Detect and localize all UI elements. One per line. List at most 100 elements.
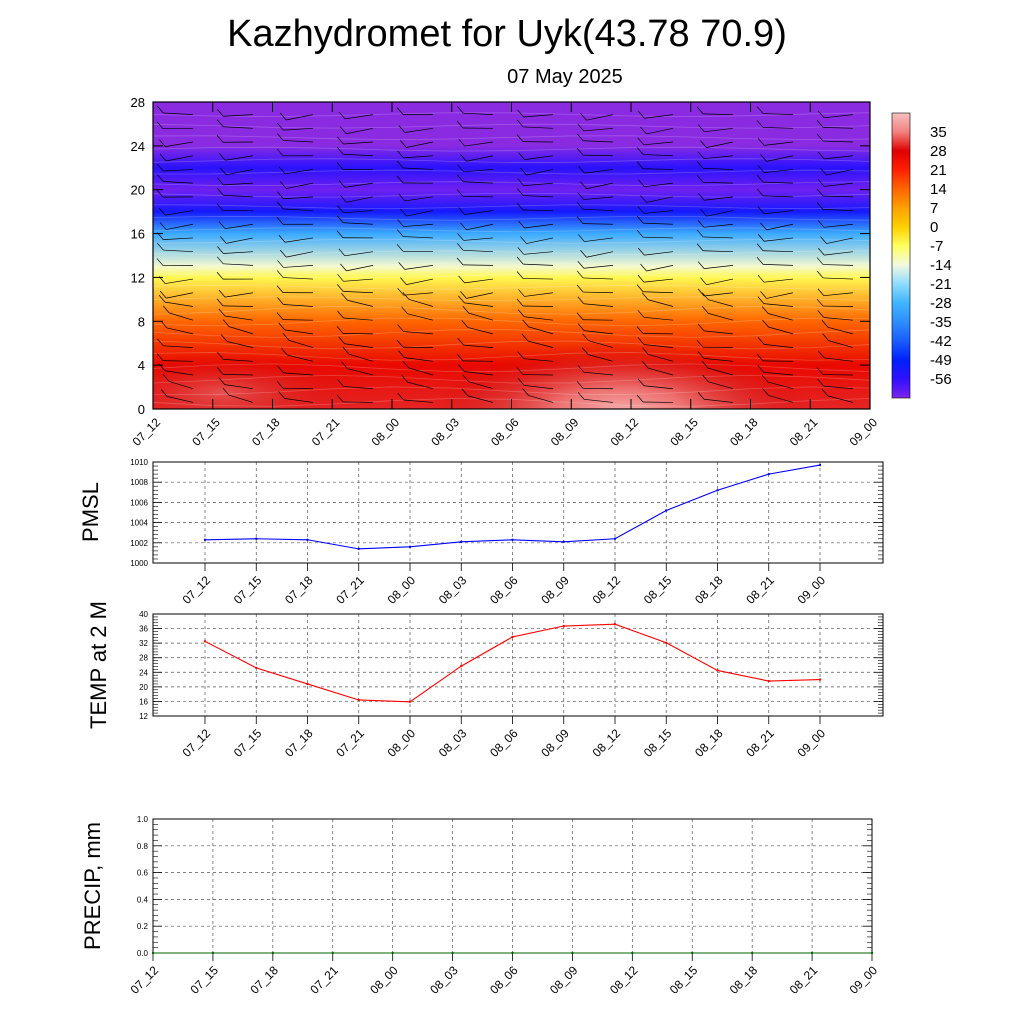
precip-data-point bbox=[691, 951, 694, 955]
wind-barb-shaft bbox=[404, 196, 434, 202]
pmsl-y-tick-label: 1004 bbox=[130, 519, 148, 528]
wind-barb-shaft bbox=[583, 223, 614, 225]
wind-barb-shaft bbox=[403, 167, 434, 170]
wind-barb-flag bbox=[220, 334, 228, 342]
wind-barb-flag bbox=[397, 324, 404, 332]
pmsl-x-tick-label: 08_03 bbox=[436, 573, 470, 607]
wind-barb-shaft bbox=[763, 250, 794, 253]
pmsl-data-point bbox=[767, 472, 770, 476]
wind-barb-flag bbox=[756, 106, 764, 114]
wind-barb-flag bbox=[278, 235, 286, 243]
wind-barb-shaft bbox=[703, 358, 734, 362]
wind-barb-shaft bbox=[464, 210, 494, 215]
wind-barb-shaft bbox=[583, 140, 614, 143]
wind-barb-flag bbox=[760, 291, 767, 299]
pmsl-x-tick-label: 08_15 bbox=[641, 573, 675, 607]
wind-barb-flag bbox=[516, 202, 524, 211]
wind-barb-flag bbox=[518, 220, 525, 229]
wind-barb-shaft bbox=[703, 155, 734, 160]
wind-barb-flag bbox=[636, 394, 644, 403]
wind-barb-flag bbox=[882, 334, 888, 341]
wind-barb-flag bbox=[820, 236, 827, 244]
wind-barb-shaft bbox=[583, 398, 614, 403]
wind-barb-shaft bbox=[163, 112, 194, 115]
wind-barb-flag bbox=[458, 364, 465, 372]
wind-barb-shaft bbox=[286, 182, 314, 189]
wind-barb-flag bbox=[396, 107, 404, 115]
wind-barb-flag bbox=[816, 257, 824, 265]
wind-barb-flag bbox=[821, 320, 829, 328]
pmsl-x-tick-label: 07_21 bbox=[333, 573, 367, 607]
precip-y-tick-label: 1.0 bbox=[137, 815, 149, 824]
wind-barb-shaft bbox=[403, 236, 434, 239]
pmsl-x-tick-label: 07_12 bbox=[180, 573, 214, 607]
wind-barb-shaft bbox=[763, 278, 794, 283]
wind-barb-shaft bbox=[643, 291, 674, 294]
precip-y-tick-label: 0.0 bbox=[137, 949, 149, 958]
wind-barb-shaft bbox=[163, 249, 194, 253]
wind-barb-shaft bbox=[583, 196, 614, 200]
wind-barb-shaft bbox=[768, 326, 794, 335]
colorbar-label: 0 bbox=[930, 219, 938, 236]
wind-barb-flag bbox=[577, 192, 585, 200]
pmsl-x-tick-label: 08_00 bbox=[385, 573, 419, 607]
wind-barb-flag bbox=[338, 336, 345, 344]
wind-barb-flag bbox=[697, 193, 705, 201]
temp2m-y-tick-label: 32 bbox=[139, 639, 148, 648]
wind-barb-shaft bbox=[165, 278, 194, 284]
wind-barb-flag bbox=[277, 191, 284, 199]
wind-barb-flag bbox=[218, 153, 226, 161]
wind-barb-shaft bbox=[583, 291, 614, 294]
wind-barb-shaft bbox=[706, 141, 734, 148]
wind-barb-flag bbox=[396, 244, 404, 252]
wind-barb-flag bbox=[817, 179, 825, 187]
wind-barb-shaft bbox=[827, 395, 854, 403]
wind-barb-flag bbox=[817, 378, 824, 387]
wind-barb-shaft bbox=[643, 278, 674, 283]
heatmap-x-tick-label: 08_09 bbox=[548, 415, 582, 449]
wind-barb-shaft bbox=[283, 304, 314, 307]
precip-x-tick-label: 08_06 bbox=[487, 963, 521, 997]
wind-barb-shaft bbox=[768, 313, 794, 321]
heatmap-x-tick-label: 07_15 bbox=[189, 415, 223, 449]
wind-barb-shaft bbox=[643, 141, 674, 146]
wind-barb-shaft bbox=[284, 237, 314, 243]
wind-barb-flag bbox=[757, 337, 765, 345]
wind-barb-shaft bbox=[703, 113, 734, 115]
wind-barb-flag bbox=[516, 256, 524, 265]
wind-barb-flag bbox=[341, 361, 348, 369]
wind-barb-flag bbox=[396, 229, 404, 237]
wind-barb-flag bbox=[337, 379, 344, 387]
wind-barb-flag bbox=[877, 271, 883, 278]
wind-barb-flag bbox=[640, 195, 647, 203]
temp2m-frame bbox=[152, 613, 884, 717]
wind-barb-shaft bbox=[223, 359, 254, 362]
wind-barb-flag bbox=[520, 236, 527, 244]
wind-barb-shaft bbox=[826, 169, 854, 176]
wind-barb-shaft bbox=[404, 265, 434, 270]
pmsl-x-tick-label: 08_06 bbox=[487, 573, 521, 607]
wind-barb-shaft bbox=[163, 345, 194, 348]
colorbar-label: -7 bbox=[930, 238, 943, 255]
wind-barb-shaft bbox=[403, 155, 434, 159]
wind-barb-shaft bbox=[283, 277, 314, 280]
colorbar-label: -56 bbox=[930, 371, 952, 388]
heatmap-y-tick-label: 24 bbox=[131, 139, 145, 154]
wind-barb-shaft bbox=[348, 353, 374, 362]
wind-barb-flag bbox=[336, 146, 344, 155]
wind-barb-flag bbox=[638, 179, 645, 187]
wind-barb-flag bbox=[280, 249, 287, 258]
wind-barb-flag bbox=[696, 161, 704, 169]
pmsl-data-point bbox=[408, 545, 412, 549]
wind-barb-flag bbox=[580, 112, 587, 121]
wind-barb-shaft bbox=[524, 385, 554, 390]
wind-barb-flag bbox=[696, 339, 704, 348]
wind-barb-flag bbox=[276, 133, 284, 141]
heatmap-x-tick-label: 08_18 bbox=[727, 415, 761, 449]
wind-barb-flag bbox=[457, 337, 464, 346]
wind-barb-flag bbox=[336, 326, 344, 334]
wind-barb-shaft bbox=[166, 292, 194, 299]
contour-line bbox=[153, 284, 870, 290]
wind-barb-flag bbox=[521, 333, 529, 342]
wind-barb-flag bbox=[157, 174, 164, 182]
